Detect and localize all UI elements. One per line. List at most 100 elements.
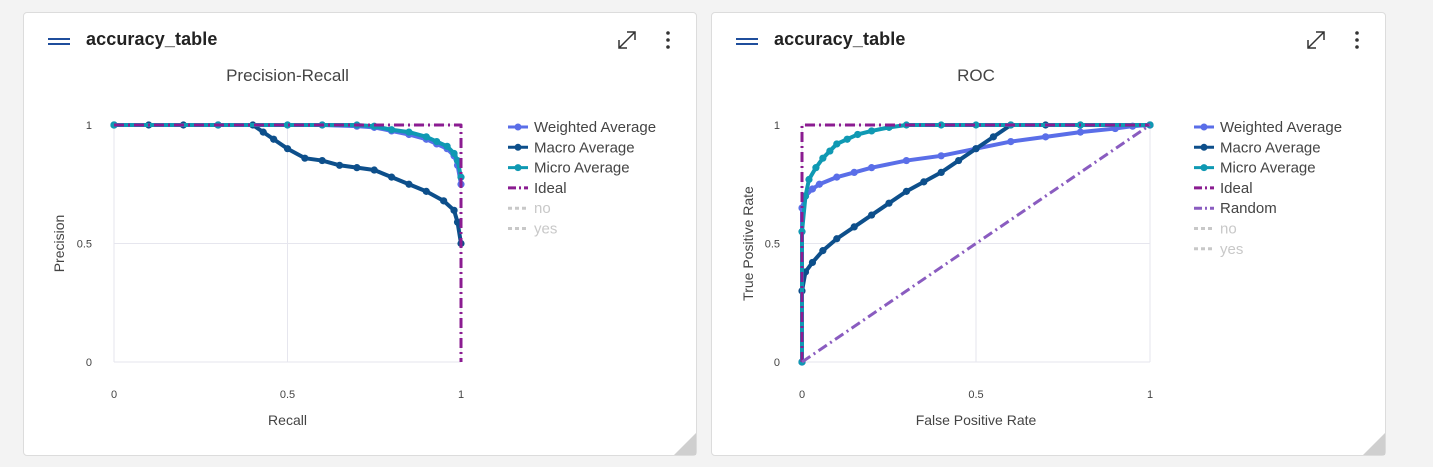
legend-entry: Macro Average <box>1220 139 1321 156</box>
roc-chart: ROC 0 0 0.5 0.5 1 1 False Positive Rate True Pos… <box>740 66 1342 428</box>
legend-entry: Weighted Average <box>1220 119 1342 136</box>
legend-marker <box>1200 143 1208 151</box>
data-point <box>955 156 963 165</box>
data-point <box>388 126 396 134</box>
legend-entry: Weighted Average <box>534 119 656 136</box>
legend-entry: Ideal <box>534 180 567 197</box>
legend-entry: no <box>534 200 551 217</box>
data-point <box>850 168 858 176</box>
data-point <box>422 187 430 195</box>
data-point <box>819 247 827 255</box>
data-point <box>388 173 396 181</box>
resize-handle[interactable] <box>674 433 696 455</box>
data-point <box>801 192 810 200</box>
legend-entry: Micro Average <box>1220 160 1316 177</box>
data-point <box>812 164 820 172</box>
legend-entry: no <box>1220 221 1237 238</box>
pr-card: accuracy_table Precision-Recall 0 0 0.5 0.5 1… <box>23 12 697 456</box>
data-point <box>868 127 876 135</box>
legend-entry: Ideal <box>1220 180 1253 197</box>
data-point <box>937 168 945 176</box>
data-point <box>885 199 893 207</box>
data-point <box>972 121 980 129</box>
data-point <box>805 175 813 184</box>
chart-title: Precision-Recall <box>226 66 349 85</box>
card-title: accuracy_table <box>774 29 906 49</box>
x-tick-label: 0.5 <box>968 389 983 401</box>
data-point <box>815 180 823 188</box>
legend-marker <box>1200 123 1208 131</box>
data-point <box>902 187 910 195</box>
resize-handle[interactable] <box>1363 433 1385 455</box>
data-point <box>902 156 910 165</box>
data-point <box>868 211 876 219</box>
legend-entry: Macro Average <box>534 139 635 156</box>
precision-recall-chart: Precision-Recall 0 0 0.5 0.5 1 1 Recall Precisio… <box>51 66 656 428</box>
data-point <box>808 185 817 193</box>
y-tick-label: 0 <box>86 357 92 369</box>
data-point <box>1076 128 1084 136</box>
legend-marker <box>514 143 522 151</box>
x-tick-label: 1 <box>458 389 464 401</box>
y-tick-label: 0.5 <box>77 239 92 251</box>
y-tick-label: 0.5 <box>765 239 780 251</box>
more-vertical-icon[interactable] <box>660 30 676 52</box>
data-point <box>440 197 448 205</box>
more-vertical-icon[interactable] <box>1349 30 1365 52</box>
data-point <box>453 156 462 165</box>
data-point <box>826 147 834 155</box>
legend-entry: Random <box>1220 200 1277 217</box>
hamburger-icon[interactable] <box>48 37 70 47</box>
data-point <box>335 161 344 169</box>
data-point <box>854 130 862 139</box>
series-line <box>114 123 463 362</box>
x-axis-title: Recall <box>268 412 307 428</box>
x-tick-label: 0.5 <box>280 389 295 401</box>
data-point <box>833 173 841 181</box>
y-axis-title: Precision <box>51 215 67 273</box>
data-point <box>833 235 841 243</box>
y-tick-label: 0 <box>774 357 780 369</box>
data-point <box>433 137 441 146</box>
y-tick-label: 1 <box>774 120 780 132</box>
y-axis-title: True Positive Rate <box>740 186 756 301</box>
data-point <box>972 145 980 153</box>
hamburger-icon[interactable] <box>736 37 758 47</box>
legend-entry: Micro Average <box>534 160 630 177</box>
legend-marker <box>1200 164 1208 172</box>
data-point <box>283 121 292 129</box>
x-axis-title: False Positive Rate <box>916 412 1037 428</box>
legend-entry: yes <box>534 221 557 238</box>
data-point <box>833 140 841 148</box>
x-tick-label: 0 <box>799 389 805 401</box>
expand-icon[interactable] <box>616 29 638 51</box>
data-point <box>843 135 851 143</box>
data-point <box>850 223 858 231</box>
data-point <box>353 164 361 172</box>
y-tick-label: 1 <box>86 120 92 132</box>
data-point <box>370 166 378 174</box>
data-point <box>937 152 945 160</box>
data-point <box>405 128 413 136</box>
data-point <box>937 121 945 129</box>
card-title: accuracy_table <box>86 29 218 49</box>
data-point <box>819 154 827 162</box>
card-header: accuracy_table <box>24 13 696 65</box>
data-point <box>453 218 462 226</box>
data-point <box>798 228 806 236</box>
data-point <box>868 164 876 172</box>
card-header: accuracy_table <box>712 13 1385 65</box>
data-point <box>808 258 817 267</box>
data-point <box>259 128 267 136</box>
roc-card: accuracy_table ROC 0 0 0.5 0.5 1 1 False Positi… <box>711 12 1386 456</box>
data-point <box>457 173 465 181</box>
data-point <box>920 178 928 186</box>
data-point <box>301 154 309 162</box>
expand-icon[interactable] <box>1305 29 1327 51</box>
x-tick-label: 1 <box>1147 389 1153 401</box>
data-point <box>318 156 326 165</box>
data-point <box>1042 133 1050 141</box>
data-point <box>443 142 451 150</box>
data-point <box>450 206 458 214</box>
data-point <box>989 133 997 141</box>
